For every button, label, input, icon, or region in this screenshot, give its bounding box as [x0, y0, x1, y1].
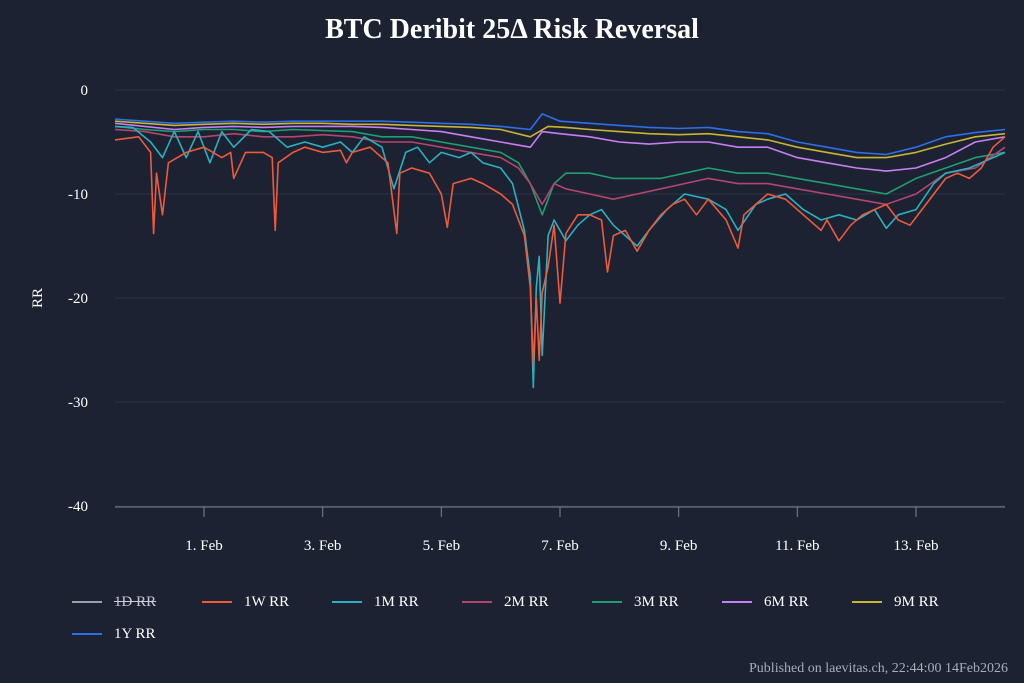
legend-item-9m-rr[interactable]: 9M RR — [852, 592, 982, 612]
series-line-9m-rr — [114, 120, 1006, 159]
legend-swatch — [72, 601, 102, 603]
x-tick-label: 5. Feb — [423, 538, 461, 554]
legend-item-3m-rr[interactable]: 3M RR — [592, 592, 722, 612]
legend-swatch — [72, 633, 102, 635]
footer-credit: Published on laevitas.ch, 22:44:00 14Feb… — [749, 661, 1008, 676]
legend-label: 1Y RR — [114, 625, 156, 642]
legend-swatch — [332, 601, 362, 603]
x-tick-label: 3. Feb — [304, 538, 342, 554]
y-tick-label: -10 — [68, 187, 88, 203]
series-lines — [114, 113, 1006, 389]
chart-plot: 0 -10 -20 -30 -40 RR 1. Feb 3. Feb 5. Feb 7. Feb 9… — [30, 83, 1006, 554]
series-line-1w-rr — [114, 136, 1006, 367]
y-tick-label: -20 — [68, 291, 88, 307]
x-tick-label: 13. Feb — [894, 538, 939, 554]
legend-swatch — [202, 601, 232, 603]
legend-label: 1D RR — [114, 593, 157, 610]
legend-label: 1W RR — [244, 593, 290, 610]
legend-swatch — [852, 601, 882, 603]
x-tick-label: 1. Feb — [185, 538, 223, 554]
axes: 0 -10 -20 -30 -40 RR 1. Feb 3. Feb 5. Feb 7. Feb 9… — [30, 83, 1005, 554]
legend-item-1d-rr[interactable]: 1D RR — [72, 592, 202, 612]
chart-title: BTC Deribit 25Δ Risk Reversal — [325, 14, 699, 45]
legend-swatch — [592, 601, 622, 603]
series-line-1y-rr — [114, 113, 1006, 156]
legend: 1D RR 1W RR 1M RR 2M RR 3M RR 6M RR 9M RR 1Y RR — [72, 592, 992, 644]
legend-swatch — [722, 601, 752, 603]
y-tick-label: 0 — [81, 83, 89, 99]
legend-label: 3M RR — [634, 593, 679, 610]
legend-item-1m-rr[interactable]: 1M RR — [332, 592, 462, 612]
legend-item-1w-rr[interactable]: 1W RR — [202, 592, 332, 612]
series-line-6m-rr — [114, 122, 1006, 172]
y-tick-label: -30 — [68, 395, 88, 411]
series-line-1m-rr — [114, 125, 1006, 389]
legend-label: 9M RR — [894, 593, 939, 610]
legend-item-6m-rr[interactable]: 6M RR — [722, 592, 852, 612]
legend-label: 2M RR — [504, 593, 549, 610]
legend-item-1y-rr[interactable]: 1Y RR — [72, 624, 202, 644]
y-tick-label: -40 — [68, 499, 88, 515]
x-tick-label: 7. Feb — [541, 538, 579, 554]
legend-label: 1M RR — [374, 593, 419, 610]
y-axis-label: RR — [30, 288, 46, 308]
x-tick-label: 9. Feb — [660, 538, 698, 554]
legend-label: 6M RR — [764, 593, 809, 610]
legend-swatch — [462, 601, 492, 603]
legend-item-2m-rr[interactable]: 2M RR — [462, 592, 592, 612]
x-tick-label: 11. Feb — [775, 538, 819, 554]
series-line-2m-rr — [114, 128, 1006, 206]
